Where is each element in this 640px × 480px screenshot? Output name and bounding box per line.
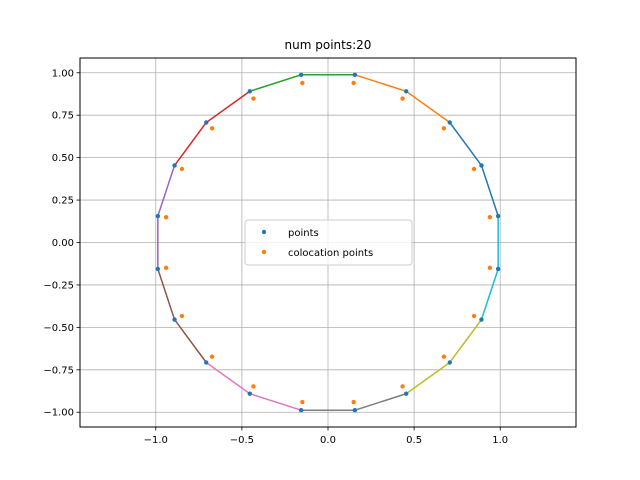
data-point	[400, 96, 405, 101]
data-point	[352, 407, 358, 413]
y-tick-label: 0.00	[52, 238, 74, 249]
data-point	[441, 354, 447, 359]
data-point	[300, 80, 305, 86]
data-point	[163, 265, 169, 270]
data-point	[172, 163, 177, 168]
legend-marker-points	[261, 229, 267, 235]
data-point	[247, 391, 253, 396]
y-tick-label: 0.25	[52, 196, 74, 207]
y-tick-label: −0.75	[43, 365, 74, 376]
y-tick-label: −1.00	[43, 408, 74, 419]
data-point	[487, 215, 493, 220]
data-point	[403, 89, 409, 94]
data-point	[487, 265, 493, 270]
data-point	[251, 96, 256, 101]
data-point	[247, 89, 253, 94]
data-point	[447, 360, 452, 365]
data-point	[179, 166, 185, 172]
x-tick-label: 0.0	[320, 435, 336, 446]
x-tick-label: 1.0	[492, 435, 508, 446]
data-point	[495, 266, 501, 272]
data-point	[471, 313, 477, 319]
legend-marker-colocation-points	[261, 249, 267, 255]
data-point	[251, 384, 256, 389]
data-point	[155, 213, 161, 219]
legend-label-points: points	[288, 228, 319, 239]
x-tick-label: −0.5	[230, 435, 254, 446]
data-point	[172, 317, 177, 322]
data-point	[300, 399, 305, 405]
data-point	[479, 317, 484, 322]
y-tick-label: 1.00	[52, 68, 74, 79]
data-point	[495, 213, 501, 219]
data-point	[479, 163, 484, 168]
y-tick-label: 0.50	[52, 153, 74, 164]
legend-label-colocation-points: colocation points	[288, 248, 373, 259]
data-point	[209, 126, 215, 131]
x-tick-label: −1.0	[144, 435, 168, 446]
data-point	[352, 72, 358, 78]
data-point	[298, 407, 304, 413]
axis-ticks: −1.0 −0.5 0.0 0.5 1.0 −1.00 −0.75 −0.50 −0.25 0.0…	[43, 68, 508, 446]
data-point	[204, 360, 209, 365]
y-tick-label: −0.25	[43, 280, 74, 291]
chart-title: num points:20	[285, 38, 372, 52]
data-point	[351, 80, 356, 86]
y-tick-label: −0.50	[43, 323, 74, 334]
data-point	[179, 313, 185, 319]
series-points	[155, 72, 501, 413]
x-tick-label: 0.5	[406, 435, 422, 446]
data-point	[447, 120, 452, 125]
data-point	[209, 354, 215, 359]
data-point	[155, 266, 161, 272]
data-point	[441, 126, 447, 131]
data-point	[400, 384, 405, 389]
legend-box	[244, 219, 413, 266]
y-tick-label: 0.75	[52, 111, 74, 122]
data-point	[163, 215, 169, 220]
data-point	[298, 72, 304, 78]
legend: points colocation points	[244, 219, 413, 266]
data-point	[351, 399, 356, 405]
data-point	[403, 391, 409, 396]
data-point	[204, 120, 209, 125]
data-point	[471, 166, 477, 172]
series-colocation-points	[163, 80, 493, 405]
